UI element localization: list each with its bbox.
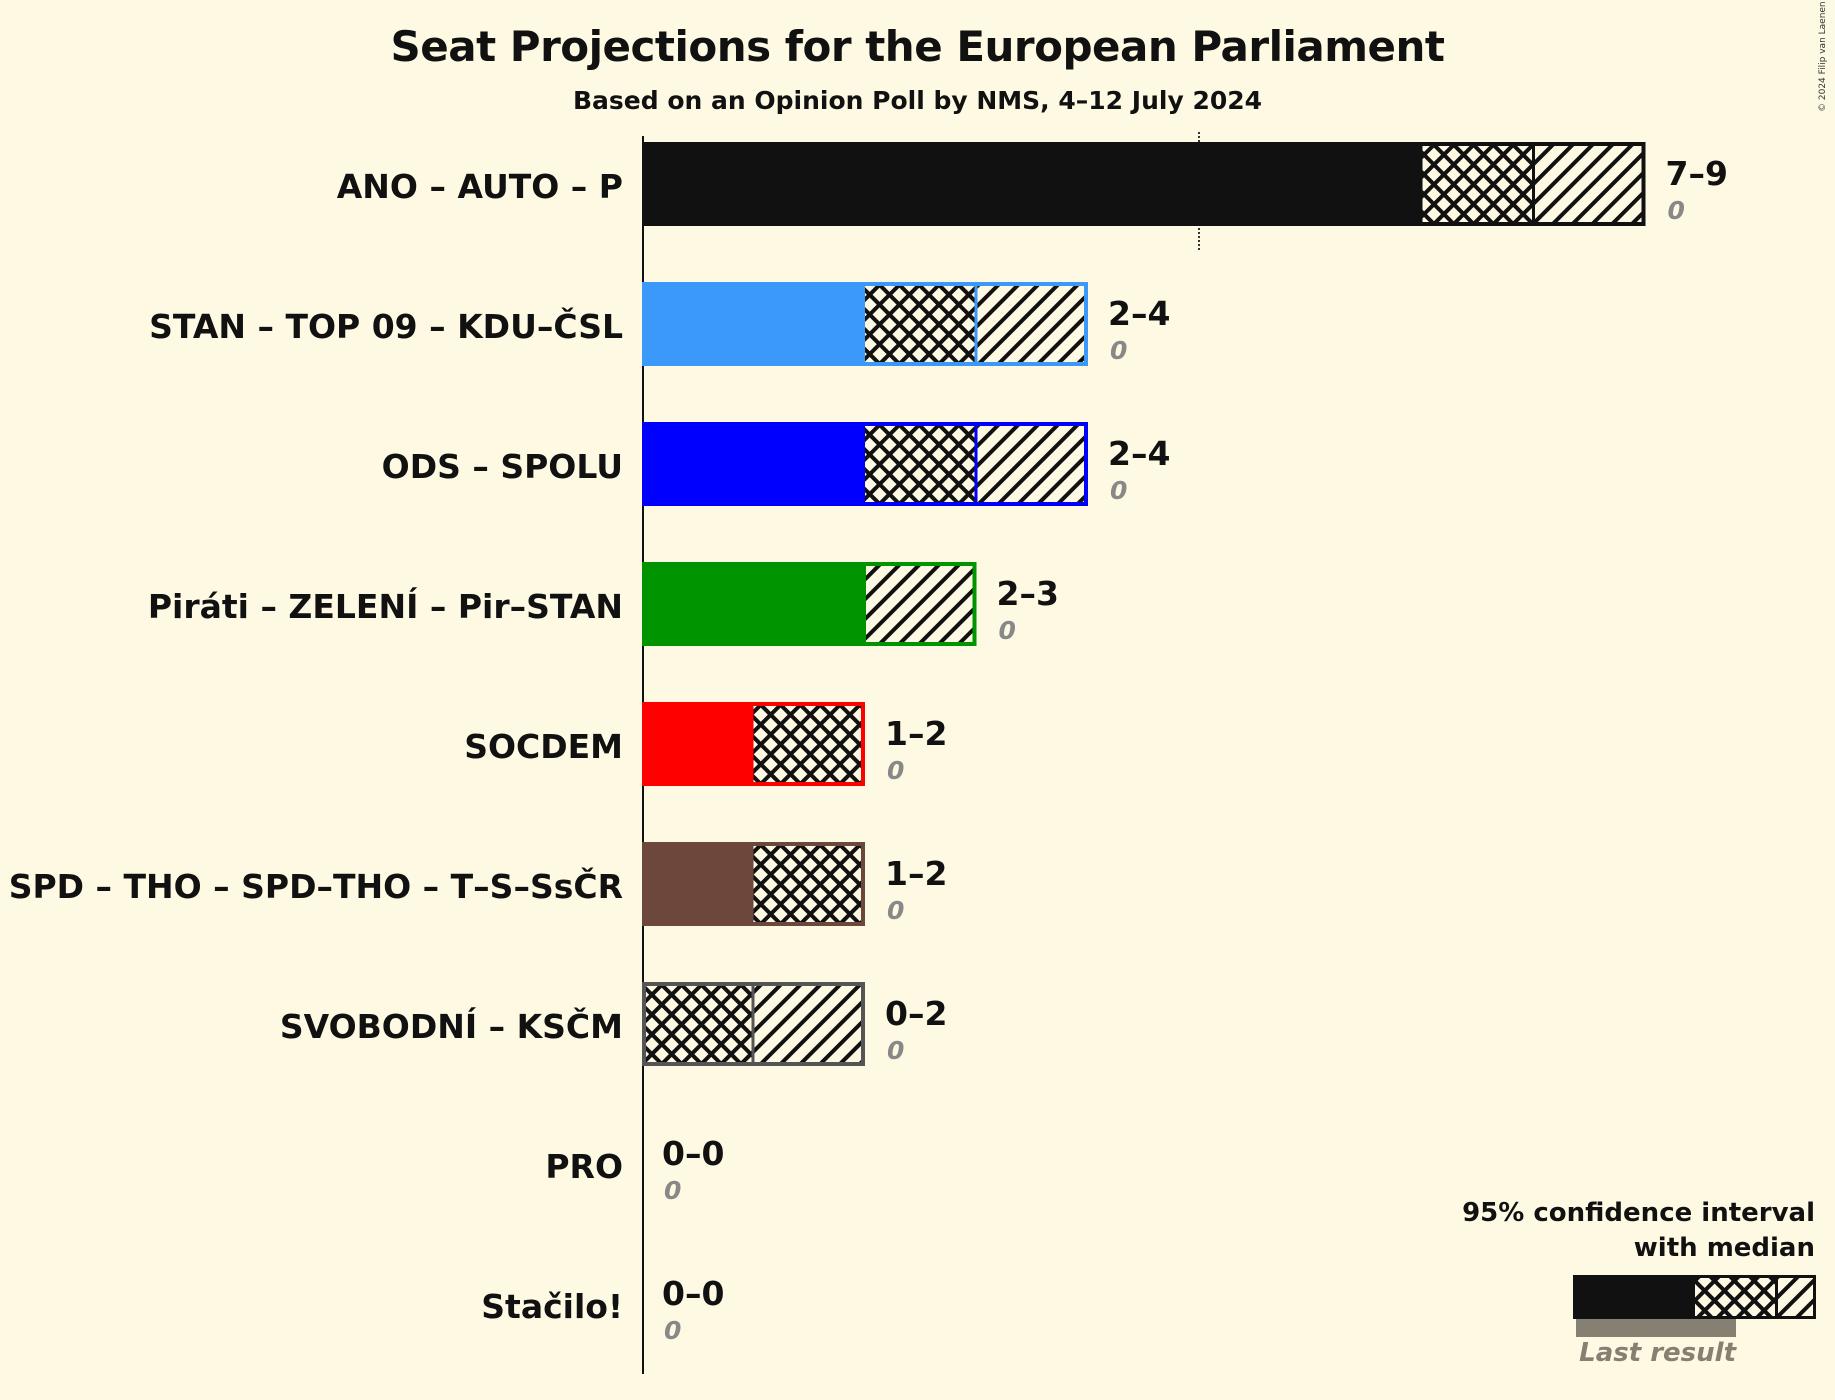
party-label: Piráti – ZELENÍ – Pir–STAN (147, 587, 623, 626)
seat-range-label: 2–4 (1108, 294, 1171, 333)
party-label: Stačilo! (481, 1287, 623, 1326)
last-result-label: 0 (887, 896, 905, 925)
seat-range-bar (642, 422, 1088, 506)
party-label: SPD – THO – SPD–THO – T–S–SsČR (8, 867, 623, 906)
party-row: ODS – SPOLU 2–4 0 (0, 420, 1835, 560)
seat-range-bar (642, 702, 865, 786)
legend-last-result-swatch (1576, 1319, 1736, 1337)
seat-range-label: 2–3 (996, 574, 1059, 613)
party-label: SOCDEM (464, 727, 623, 766)
legend-title-line2: with median (1633, 1233, 1815, 1263)
party-row: PRO 0–0 0 (0, 1120, 1835, 1260)
last-result-label: 0 (664, 1176, 682, 1205)
party-row: Piráti – ZELENÍ – Pir–STAN 2–3 0 (0, 560, 1835, 700)
chart-title: Seat Projections for the European Parlia… (390, 22, 1445, 71)
seat-range-bar (642, 142, 1646, 226)
last-result-label: 0 (1110, 476, 1128, 505)
party-row: SPD – THO – SPD–THO – T–S–SsČR 1–2 0 (0, 840, 1835, 980)
seat-range-label: 1–2 (885, 854, 948, 893)
legend-last-result-label: Last result (1579, 1338, 1736, 1368)
seat-range-bar (642, 562, 977, 646)
seat-range-label: 2–4 (1108, 434, 1171, 473)
party-row: ANO – AUTO – P 7–9 0 (0, 140, 1835, 280)
party-label: SVOBODNÍ – KSČM (279, 1007, 623, 1046)
party-row: Stačilo! 0–0 0 (0, 1260, 1835, 1400)
seat-range-bar (642, 282, 1088, 366)
seat-range-label: 0–2 (885, 994, 948, 1033)
party-row: SVOBODNÍ – KSČM 0–2 0 (0, 980, 1835, 1120)
party-label: ANO – AUTO – P (336, 167, 623, 206)
party-row: SOCDEM 1–2 0 (0, 700, 1835, 840)
last-result-label: 0 (887, 1036, 905, 1065)
legend-title: 95% confidence interval with median (1462, 1196, 1815, 1266)
copyright-notice: © 2024 Filip van Laenen (1818, 1, 1828, 112)
party-label: STAN – TOP 09 – KDU–ČSL (149, 307, 623, 346)
last-result-label: 0 (887, 756, 905, 785)
last-result-label: 0 (664, 1316, 682, 1345)
last-result-label: 0 (1667, 196, 1685, 225)
seat-range-bar (642, 842, 865, 926)
party-label: PRO (545, 1147, 623, 1186)
seat-range-label: 0–0 (662, 1134, 725, 1173)
party-row: STAN – TOP 09 – KDU–ČSL 2–4 0 (0, 280, 1835, 420)
last-result-label: 0 (1110, 336, 1128, 365)
seat-range-label: 7–9 (1665, 154, 1728, 193)
last-result-label: 0 (998, 616, 1016, 645)
chart-subtitle: Based on an Opinion Poll by NMS, 4–12 Ju… (572, 86, 1263, 115)
legend-title-line1: 95% confidence interval (1462, 1198, 1815, 1228)
seat-range-label: 1–2 (885, 714, 948, 753)
seat-range-bar (642, 982, 865, 1066)
party-label: ODS – SPOLU (381, 447, 623, 486)
legend-ci-swatch (1573, 1275, 1816, 1319)
seat-range-label: 0–0 (662, 1274, 725, 1313)
